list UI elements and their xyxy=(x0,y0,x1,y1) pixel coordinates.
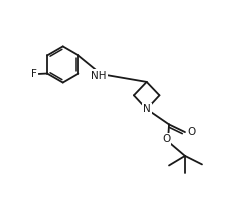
Text: O: O xyxy=(187,127,195,137)
Text: O: O xyxy=(162,134,170,144)
Text: F: F xyxy=(31,69,37,79)
Text: N: N xyxy=(142,104,150,114)
Text: NH: NH xyxy=(91,71,106,80)
